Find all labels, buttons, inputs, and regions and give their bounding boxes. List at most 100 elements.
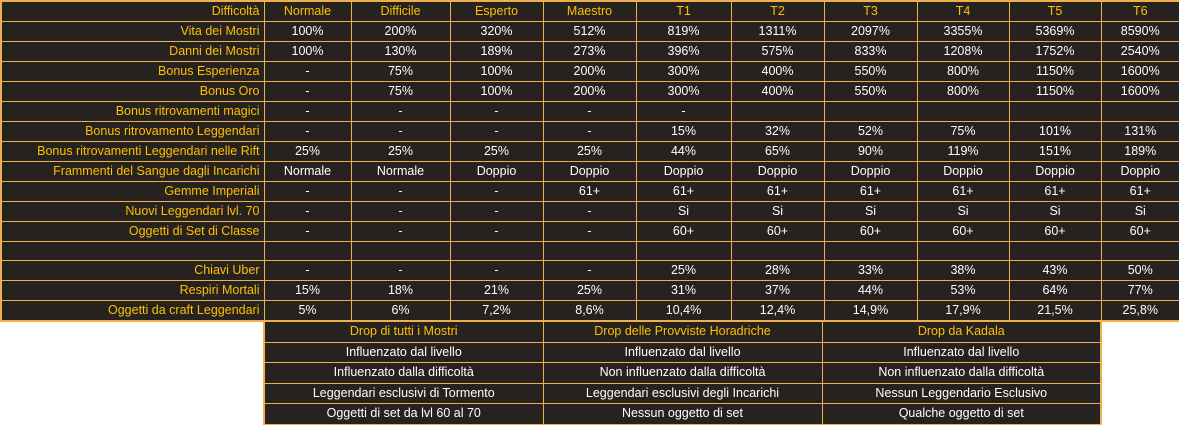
value-cell: 101% bbox=[1008, 121, 1102, 142]
value-cell: 200% bbox=[542, 61, 637, 82]
value-cell: 52% bbox=[823, 121, 918, 142]
value-cell: Si bbox=[730, 201, 825, 222]
value-cell: - bbox=[542, 121, 637, 142]
value-cell: Doppio bbox=[1100, 161, 1179, 182]
value-cell: 189% bbox=[449, 41, 544, 62]
value-cell: - bbox=[350, 101, 451, 122]
value-cell: 1150% bbox=[1008, 61, 1102, 82]
value-cell: 100% bbox=[263, 41, 352, 62]
value-cell: 17,9% bbox=[916, 300, 1010, 322]
value-cell: 53% bbox=[916, 280, 1010, 301]
value-cell: 50% bbox=[1100, 260, 1179, 281]
value-cell: 38% bbox=[916, 260, 1010, 281]
value-cell: 100% bbox=[449, 61, 544, 82]
value-cell: 5% bbox=[263, 300, 352, 322]
value-cell: 60+ bbox=[916, 221, 1010, 242]
value-cell: 100% bbox=[263, 21, 352, 42]
value-cell: 1311% bbox=[730, 21, 825, 42]
value-cell: 43% bbox=[1008, 260, 1102, 281]
value-cell: 273% bbox=[542, 41, 637, 62]
table-row: Bonus Oro -75% 100% 200% 300% 400% 550% 800% 115… bbox=[0, 81, 1179, 102]
value-cell: 14,9% bbox=[823, 300, 918, 322]
value-cell bbox=[1008, 241, 1102, 261]
table-row: Bonus Esperienza -75% 100% 200% 300% 400% 550%… bbox=[0, 61, 1179, 82]
row-label-cell: Oggetti di Set di Classe bbox=[0, 221, 265, 242]
value-cell: 1600% bbox=[1100, 81, 1179, 102]
column-header-cell: T3 bbox=[823, 0, 918, 22]
value-cell: 819% bbox=[635, 21, 732, 42]
table-row: Bonus ritrovamenti Leggendari nelle Rift… bbox=[0, 141, 1179, 162]
value-cell: 6% bbox=[350, 300, 451, 322]
value-cell: 75% bbox=[350, 81, 451, 102]
column-header-cell: T1 bbox=[635, 0, 732, 22]
value-cell: - bbox=[350, 121, 451, 142]
value-cell: 7,2% bbox=[449, 300, 544, 322]
value-cell: - bbox=[350, 260, 451, 281]
drop-column-header-cell: Drop da Kadala bbox=[821, 320, 1102, 343]
column-header-cell: Difficile bbox=[350, 0, 451, 22]
value-cell bbox=[635, 241, 732, 261]
drop-column-header-cell: Drop di tutti i Mostri bbox=[263, 320, 544, 343]
table-row: Frammenti del Sangue dagli Incarichi Norm… bbox=[0, 161, 1179, 182]
value-cell: - bbox=[449, 101, 544, 122]
value-cell: 37% bbox=[730, 280, 825, 301]
row-label-cell: Bonus Esperienza bbox=[0, 61, 265, 82]
value-cell: 396% bbox=[635, 41, 732, 62]
drop-value-cell: Non influenzato dalla difficoltà bbox=[821, 362, 1102, 384]
value-cell: 800% bbox=[916, 61, 1010, 82]
value-cell: 15% bbox=[635, 121, 732, 142]
row-label-cell: Vita dei Mostri bbox=[0, 21, 265, 42]
value-cell: 8,6% bbox=[542, 300, 637, 322]
drop-value-cell: Non influenzato dalla difficoltà bbox=[542, 362, 823, 384]
value-cell: 1752% bbox=[1008, 41, 1102, 62]
row-label-cell: Bonus ritrovamenti Leggendari nelle Rift bbox=[0, 141, 265, 162]
difficulty-table-header-row: Difficoltà Normale Difficile Esperto Maestro… bbox=[0, 0, 1179, 22]
value-cell: 25% bbox=[635, 260, 732, 281]
value-cell: 189% bbox=[1100, 141, 1179, 162]
value-cell bbox=[542, 241, 637, 261]
value-cell: 1208% bbox=[916, 41, 1010, 62]
value-cell: 44% bbox=[635, 141, 732, 162]
value-cell: - bbox=[263, 81, 352, 102]
value-cell: 550% bbox=[823, 81, 918, 102]
value-cell: - bbox=[449, 201, 544, 222]
row-label-cell bbox=[0, 241, 265, 261]
value-cell bbox=[449, 241, 544, 261]
value-cell: Normale bbox=[350, 161, 451, 182]
value-cell: - bbox=[449, 260, 544, 281]
value-cell: - bbox=[542, 201, 637, 222]
value-cell: - bbox=[542, 101, 637, 122]
value-cell: - bbox=[350, 181, 451, 202]
value-cell: - bbox=[635, 101, 732, 122]
column-header-cell: T5 bbox=[1008, 0, 1102, 22]
value-cell bbox=[730, 241, 825, 261]
value-cell: 300% bbox=[635, 81, 732, 102]
value-cell: 33% bbox=[823, 260, 918, 281]
column-header-cell: T6 bbox=[1100, 0, 1179, 22]
value-cell bbox=[1100, 241, 1179, 261]
table-row: Leggendari esclusivi di Tormento Leggenda… bbox=[263, 382, 1102, 404]
column-header-cell: T2 bbox=[730, 0, 825, 22]
drop-value-cell: Influenzato dal livello bbox=[263, 341, 544, 363]
value-cell: 5369% bbox=[1008, 21, 1102, 42]
table-row: Influenzato dalla difficoltà Non influenz… bbox=[263, 362, 1102, 384]
value-cell bbox=[823, 101, 918, 122]
value-cell: Si bbox=[635, 201, 732, 222]
table-row: Chiavi Uber - - - -25% 28% 33% 38% 43% 50% bbox=[0, 260, 1179, 281]
value-cell: 64% bbox=[1008, 280, 1102, 301]
value-cell: Doppio bbox=[635, 161, 732, 182]
value-cell: 44% bbox=[823, 280, 918, 301]
value-cell: 75% bbox=[916, 121, 1010, 142]
corner-header-cell: Difficoltà bbox=[0, 0, 265, 22]
value-cell bbox=[823, 241, 918, 261]
value-cell: - bbox=[263, 201, 352, 222]
table-row: Vita dei Mostri 100% 200% 320% 512% 819% 1311%… bbox=[0, 21, 1179, 42]
value-cell: 400% bbox=[730, 61, 825, 82]
table-row bbox=[0, 241, 1179, 261]
value-cell: - bbox=[263, 61, 352, 82]
value-cell: 800% bbox=[916, 81, 1010, 102]
value-cell: 21% bbox=[449, 280, 544, 301]
value-cell: 90% bbox=[823, 141, 918, 162]
row-label-cell: Bonus ritrovamento Leggendari bbox=[0, 121, 265, 142]
